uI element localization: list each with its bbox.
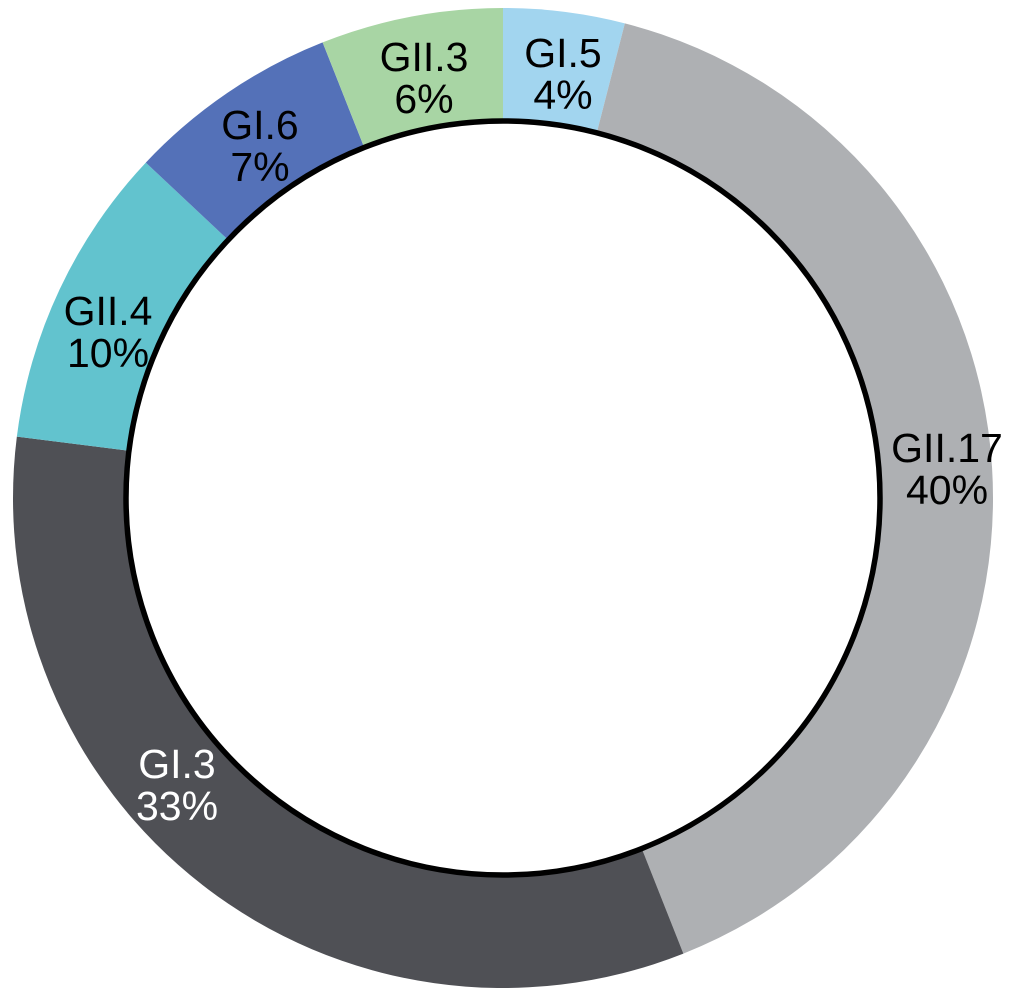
segment-name-text: GI.3: [138, 741, 215, 787]
segment-name-text: GII.17: [891, 425, 1003, 471]
segment-label-GII.4: GII.4 10%: [64, 288, 153, 376]
segment-percent-text: 10%: [67, 330, 149, 376]
segment-name-text: GI.6: [221, 102, 298, 148]
donut-hole: [123, 118, 883, 878]
segment-label-GI.5: GI.5 4%: [524, 30, 601, 118]
segment-name-text: GII.4: [64, 288, 153, 334]
segment-percent-text: 33%: [136, 783, 218, 829]
segment-label-GII.17: GII.17 40%: [891, 425, 1003, 513]
segment-label-GI.6: GI.6 7%: [221, 102, 298, 190]
segment-name-text: GI.5: [524, 30, 601, 76]
segment-percent-text: 6%: [394, 76, 453, 122]
segment-percent-text: 40%: [906, 467, 988, 513]
segment-percent-text: 4%: [533, 72, 592, 118]
segment-percent-text: 7%: [230, 144, 289, 190]
segment-label-GII.3: GII.3 6%: [380, 34, 469, 122]
segment-name-text: GII.3: [380, 34, 469, 80]
segment-label-GI.3: GI.3 33%: [136, 741, 218, 829]
